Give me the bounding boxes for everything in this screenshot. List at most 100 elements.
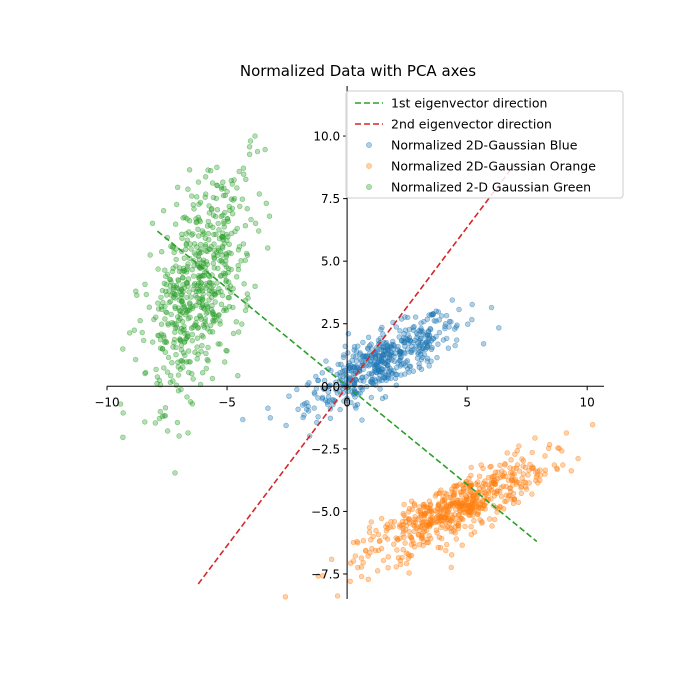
scatter-point bbox=[416, 364, 422, 370]
scatter-point bbox=[355, 540, 361, 546]
scatter-point bbox=[155, 300, 161, 306]
scatter-point bbox=[211, 289, 218, 295]
scatter-point bbox=[515, 499, 522, 505]
scatter-point bbox=[366, 363, 372, 369]
scatter-point bbox=[226, 241, 232, 248]
scatter-point bbox=[405, 336, 411, 343]
scatter-point bbox=[348, 399, 354, 406]
scatter-point bbox=[404, 358, 411, 364]
scatter-point bbox=[117, 401, 124, 407]
scatter-point bbox=[397, 358, 403, 364]
scatter-point bbox=[162, 267, 168, 273]
scatter-point bbox=[187, 300, 193, 306]
scatter-point bbox=[202, 242, 209, 248]
scatter-point bbox=[209, 302, 215, 309]
scatter-point bbox=[516, 468, 523, 474]
scatter-point bbox=[186, 218, 193, 224]
scatter-point bbox=[154, 374, 161, 380]
scatter-point bbox=[439, 535, 445, 542]
scatter-point bbox=[488, 463, 494, 470]
scatter-point bbox=[511, 496, 517, 502]
eigenvector-line-2 bbox=[197, 163, 516, 585]
scatter-point bbox=[355, 564, 361, 571]
scatter-point bbox=[349, 357, 355, 364]
scatter-point bbox=[554, 466, 560, 473]
scatter-point bbox=[195, 351, 201, 357]
scatter-point bbox=[242, 307, 249, 314]
scatter-point bbox=[214, 182, 220, 189]
scatter-point bbox=[200, 370, 206, 376]
scatter-point bbox=[516, 443, 522, 449]
scatter-point bbox=[222, 209, 228, 216]
scatter-point bbox=[160, 332, 167, 338]
scatter-point bbox=[360, 339, 366, 346]
scatter-point bbox=[508, 488, 514, 495]
scatter-point bbox=[196, 275, 202, 281]
scatter-point bbox=[504, 450, 510, 456]
scatter-point bbox=[189, 401, 196, 407]
scatter-point bbox=[252, 220, 259, 227]
scatter-point bbox=[375, 547, 382, 554]
scatter-point bbox=[215, 341, 221, 347]
scatter-point bbox=[159, 346, 166, 352]
scatter-point bbox=[241, 281, 247, 287]
scatter-point bbox=[220, 212, 226, 218]
scatter-point bbox=[321, 377, 328, 384]
scatter-point bbox=[424, 527, 430, 533]
scatter-point bbox=[141, 337, 147, 344]
scatter-point bbox=[379, 344, 385, 350]
scatter-point bbox=[409, 343, 415, 349]
scatter-point bbox=[381, 375, 388, 381]
scatter-point bbox=[491, 480, 497, 487]
scatter-point bbox=[563, 430, 570, 436]
scatter-point bbox=[526, 467, 532, 473]
scatter-point bbox=[193, 320, 199, 326]
scatter-point bbox=[347, 365, 353, 371]
scatter-point bbox=[173, 352, 179, 358]
scatter-point bbox=[173, 256, 179, 263]
scatter-point bbox=[152, 420, 159, 426]
scatter-point bbox=[233, 319, 240, 325]
scatter-point bbox=[195, 226, 201, 233]
scatter-point bbox=[399, 518, 406, 525]
scatter-point bbox=[395, 344, 401, 350]
scatter-point bbox=[210, 283, 216, 289]
scatter-point bbox=[197, 381, 204, 388]
scatter-point bbox=[230, 330, 237, 337]
legend-label: 1st eigenvector direction bbox=[391, 96, 547, 111]
scatter-point bbox=[424, 536, 430, 543]
scatter-point bbox=[194, 194, 200, 200]
scatter-point bbox=[520, 471, 527, 477]
scatter-point bbox=[416, 344, 422, 350]
scatter-point bbox=[186, 167, 193, 173]
scatter-point bbox=[350, 558, 357, 564]
scatter-point bbox=[223, 347, 229, 354]
scatter-point bbox=[159, 413, 166, 420]
scatter-point bbox=[142, 370, 148, 377]
scatter-point bbox=[385, 564, 391, 571]
scatter-point bbox=[247, 138, 254, 144]
scatter-point bbox=[189, 267, 195, 273]
scatter-point bbox=[219, 186, 225, 192]
scatter-point bbox=[474, 504, 480, 510]
scatter-point bbox=[199, 285, 205, 291]
scatter-point bbox=[208, 168, 214, 174]
scatter-point bbox=[181, 323, 187, 330]
scatter-point bbox=[170, 378, 176, 384]
scatter-point bbox=[202, 194, 208, 200]
scatter-point bbox=[183, 242, 190, 248]
scatter-point bbox=[133, 288, 139, 294]
scatter-point bbox=[189, 338, 196, 344]
scatter-point bbox=[225, 218, 231, 225]
scatter-layer bbox=[117, 133, 596, 600]
scatter-point bbox=[411, 540, 417, 547]
scatter-point bbox=[185, 186, 191, 192]
scatter-point bbox=[471, 529, 478, 535]
scatter-point bbox=[417, 336, 423, 342]
scatter-point bbox=[194, 356, 200, 362]
scatter-point bbox=[183, 246, 189, 253]
scatter-point bbox=[468, 472, 474, 479]
scatter-point bbox=[174, 201, 180, 208]
scatter-point bbox=[347, 578, 353, 584]
scatter-point bbox=[164, 309, 170, 316]
